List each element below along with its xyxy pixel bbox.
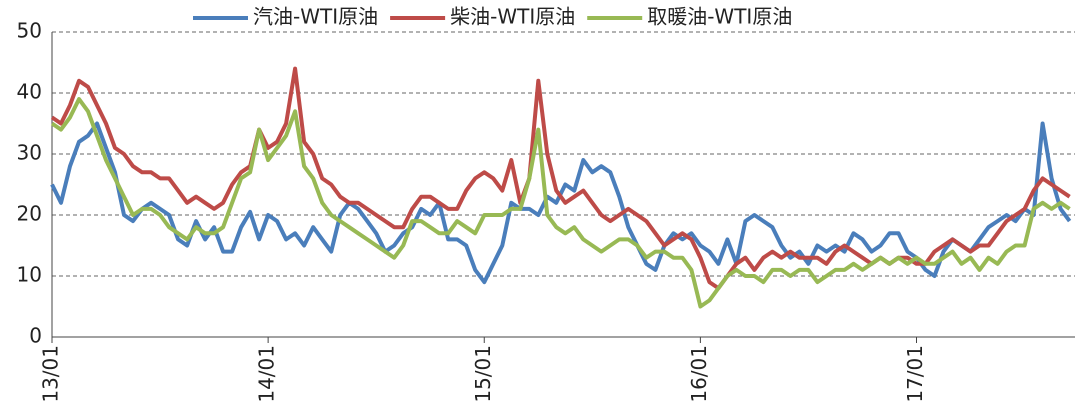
x-tick-label: 14/01: [255, 345, 279, 403]
legend-label: 柴油-WTI原油: [450, 5, 575, 29]
x-tick-label: 16/01: [687, 345, 711, 403]
x-tick-label: 13/01: [39, 345, 63, 403]
y-tick-label: 10: [17, 263, 42, 287]
y-tick-label: 50: [17, 19, 42, 43]
legend-label: 汽油-WTI原油: [253, 5, 378, 29]
x-tick-label: 15/01: [471, 345, 495, 403]
series-line: [50, 66, 1071, 291]
legend-label: 取暖油-WTI原油: [647, 5, 792, 29]
y-tick-label: 30: [17, 141, 42, 165]
x-tick-label: 17/01: [903, 345, 927, 403]
y-tick-label: 20: [17, 202, 42, 226]
y-tick-label: 0: [29, 324, 42, 348]
series-line: [50, 97, 1071, 309]
y-tick-label: 40: [17, 80, 42, 104]
